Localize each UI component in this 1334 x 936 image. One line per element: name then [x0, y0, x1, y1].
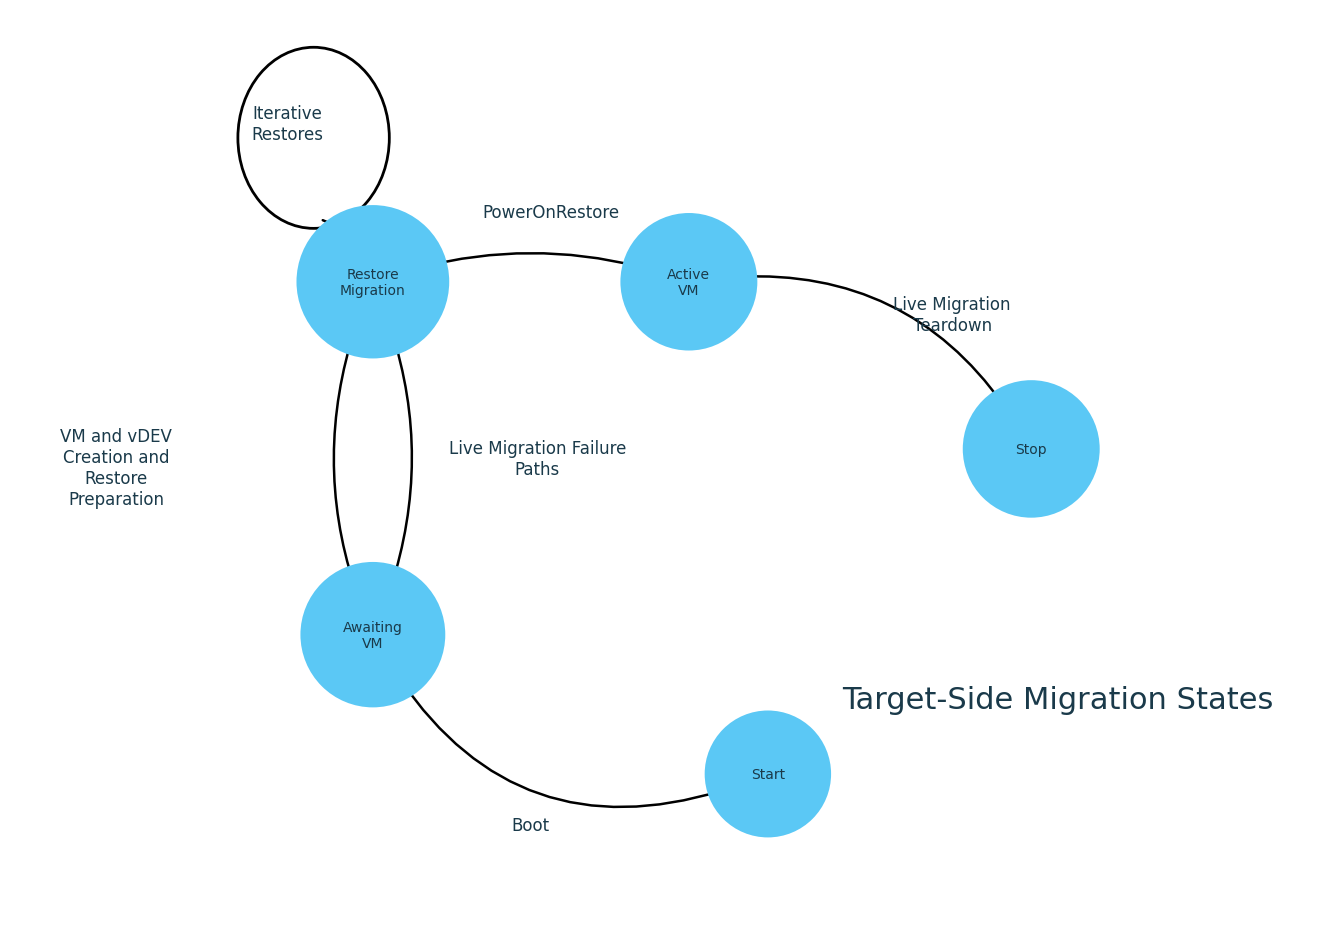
Text: Stop: Stop [1015, 443, 1047, 457]
Ellipse shape [296, 206, 450, 359]
Text: Start: Start [751, 768, 784, 782]
Text: Iterative
Restores: Iterative Restores [251, 106, 323, 144]
Text: Target-Side Migration States: Target-Side Migration States [842, 685, 1273, 714]
Text: VM and vDEV
Creation and
Restore
Preparation: VM and vDEV Creation and Restore Prepara… [60, 428, 172, 508]
Text: Live Migration
Teardown: Live Migration Teardown [894, 296, 1011, 334]
Text: Active
VM: Active VM [667, 268, 711, 298]
Text: Boot: Boot [512, 816, 550, 834]
Text: Restore
Migration: Restore Migration [340, 268, 406, 298]
Text: Live Migration Failure
Paths: Live Migration Failure Paths [448, 439, 626, 478]
Ellipse shape [620, 213, 758, 351]
Ellipse shape [300, 563, 446, 708]
Ellipse shape [963, 381, 1099, 519]
Text: Awaiting
VM: Awaiting VM [343, 620, 403, 651]
Text: PowerOnRestore: PowerOnRestore [482, 204, 619, 222]
Ellipse shape [704, 710, 831, 838]
